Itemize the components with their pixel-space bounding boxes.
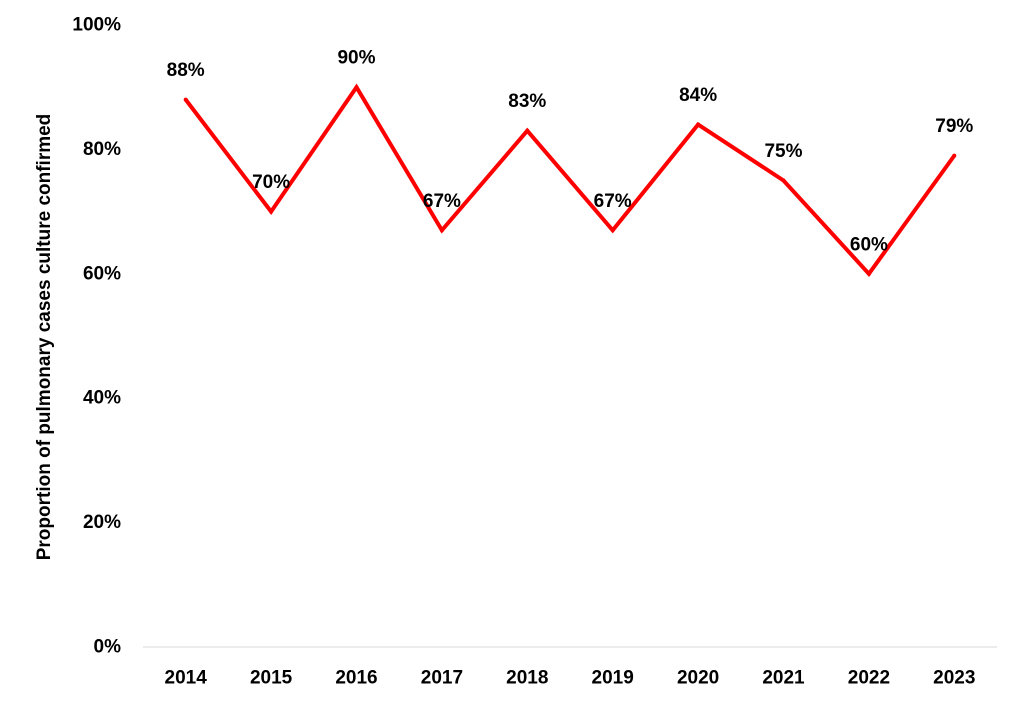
data-labels: 88% 70% 90% 67% 83% 67% 84% 75% 60% 79% bbox=[167, 48, 974, 256]
y-tick-label: 80% bbox=[83, 139, 121, 160]
x-tick-label: 2023 bbox=[933, 668, 975, 689]
series-lines bbox=[183, 83, 957, 277]
data-point bbox=[354, 85, 359, 90]
y-axis-ticks: 0% 20% 40% 60% 80% 100% bbox=[72, 15, 121, 658]
y-tick-label: 40% bbox=[83, 388, 121, 409]
y-tick-label: 0% bbox=[94, 637, 122, 658]
x-tick-label: 2014 bbox=[165, 668, 208, 689]
x-tick-label: 2020 bbox=[677, 668, 719, 689]
data-label: 90% bbox=[337, 48, 375, 69]
data-point bbox=[269, 209, 274, 214]
x-tick-label: 2016 bbox=[335, 668, 377, 689]
data-label: 70% bbox=[252, 172, 290, 193]
data-label: 67% bbox=[594, 191, 632, 212]
x-tick-label: 2019 bbox=[592, 668, 634, 689]
series-line bbox=[184, 83, 956, 277]
data-point bbox=[952, 153, 957, 158]
x-axis-ticks: 2014 2015 2016 2017 2018 2019 2020 2021 2022 2023 bbox=[165, 668, 976, 689]
x-tick-label: 2021 bbox=[762, 668, 805, 689]
x-tick-label: 2022 bbox=[848, 668, 890, 689]
y-tick-label: 60% bbox=[83, 263, 121, 284]
data-point bbox=[525, 128, 530, 133]
data-label: 79% bbox=[935, 116, 973, 137]
data-point bbox=[439, 228, 444, 233]
y-axis-title: Proportion of pulmonary cases culture co… bbox=[34, 114, 55, 561]
data-label: 83% bbox=[508, 91, 546, 112]
data-point bbox=[781, 178, 786, 183]
data-point bbox=[866, 271, 871, 276]
data-point bbox=[183, 97, 188, 102]
x-tick-label: 2018 bbox=[506, 668, 548, 689]
y-tick-label: 100% bbox=[72, 15, 121, 36]
data-point bbox=[696, 122, 701, 127]
data-label: 88% bbox=[167, 60, 205, 81]
data-label: 67% bbox=[423, 191, 461, 212]
x-tick-label: 2015 bbox=[250, 668, 293, 689]
data-label: 75% bbox=[764, 141, 802, 162]
x-tick-label: 2017 bbox=[421, 668, 463, 689]
data-label: 84% bbox=[679, 85, 717, 106]
data-label: 60% bbox=[850, 234, 888, 255]
y-tick-label: 20% bbox=[83, 512, 121, 533]
data-point bbox=[610, 228, 615, 233]
